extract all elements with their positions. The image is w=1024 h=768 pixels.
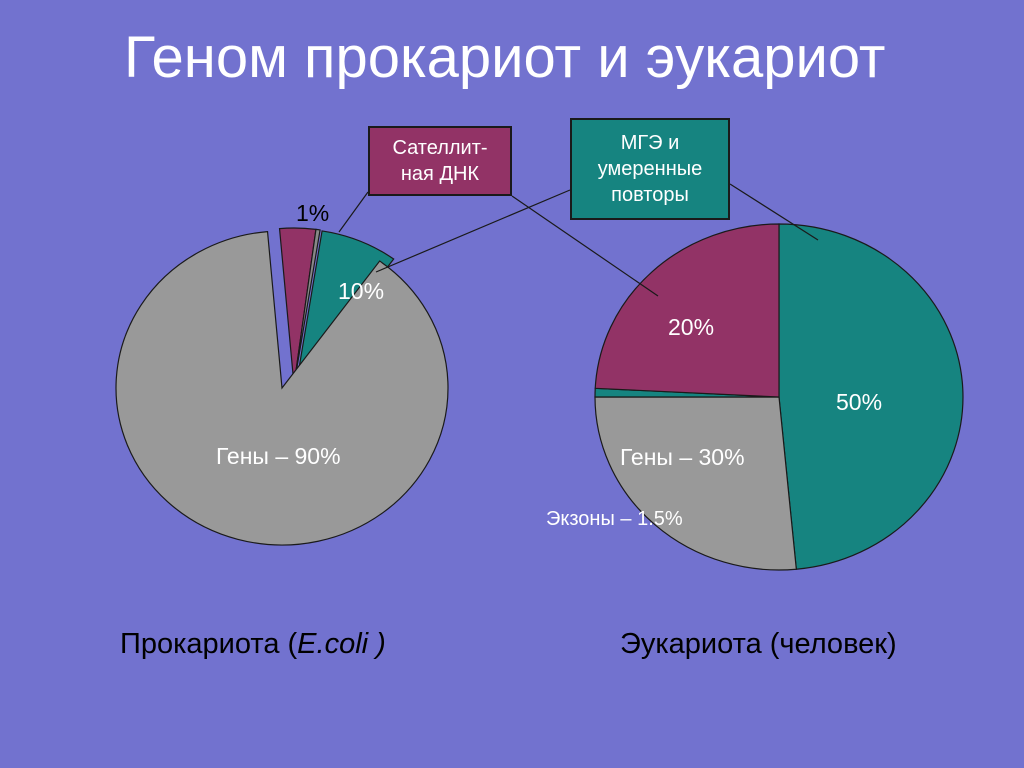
label-euk-genes: Гены – 30%	[620, 444, 745, 470]
leader-satellite-euk	[511, 195, 659, 297]
caption-eukaryote: Эукариота (человек)	[620, 628, 897, 660]
caption-prokaryote-species: E.coli )	[297, 628, 386, 660]
leader-mge-pro	[375, 189, 571, 273]
pie-slice-prokaryote-gap	[293, 228, 321, 386]
label-pro-genes: Гены – 90%	[216, 443, 341, 469]
callout-satellite-line1: Сателлит-	[392, 137, 488, 159]
callout-mge-line3: повторы	[611, 184, 689, 206]
label-pro-satellite: 1%	[296, 200, 330, 226]
label-euk-mge: 50%	[836, 389, 883, 415]
leader-lines	[338, 183, 819, 297]
caption-prokaryote-text: Прокариота (	[120, 628, 298, 660]
callout-satellite-dna: Сателлит- ная ДНК	[368, 126, 512, 196]
leader-satellite-pro	[338, 191, 369, 233]
callout-satellite-line2: ная ДНК	[400, 163, 480, 185]
caption-prokaryote: Прокариота (E.coli )	[120, 628, 386, 661]
pie-prokaryote	[115, 227, 449, 546]
leader-mge-euk	[729, 183, 819, 241]
slide-title: Геном прокариот и эукариот	[124, 25, 886, 90]
pie-slice-eukaryote-mge	[778, 223, 964, 570]
pie-eukaryote	[594, 223, 964, 571]
pie-slice-eukaryote-satellite	[594, 223, 780, 398]
callout-mge-line1: МГЭ и	[620, 132, 680, 154]
callout-mge-line2: умеренные	[597, 158, 703, 180]
callout-mge-repeats: МГЭ и умеренные повторы	[570, 118, 730, 220]
label-euk-exons: Экзоны – 1.5%	[546, 508, 683, 530]
label-pro-mge: 10%	[338, 278, 385, 304]
pie-slice-eukaryote-genes	[594, 396, 797, 571]
pie-slice-prokaryote-genes	[115, 230, 449, 546]
label-euk-satellite: 20%	[668, 314, 715, 340]
